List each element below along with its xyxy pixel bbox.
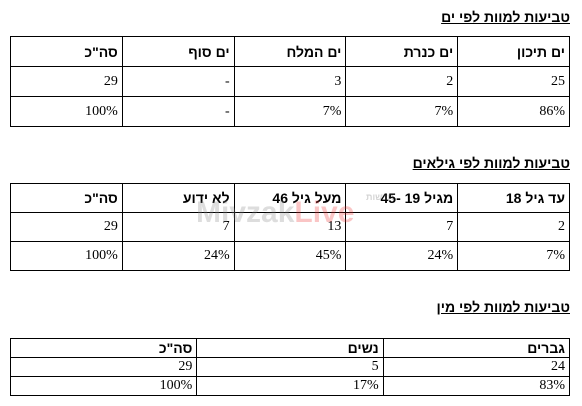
header-row: גברים נשים סה"כ	[9, 338, 571, 358]
header-cell: נשים	[196, 338, 384, 358]
cell: 25	[457, 66, 570, 97]
data-row: 86% 7% 7% -100%	[10, 96, 570, 127]
cell: 3	[233, 66, 347, 97]
table-title: טביעות למוות לפי ים	[441, 9, 570, 25]
header-cell: עד גיל 18	[457, 183, 570, 213]
cell: 7%	[345, 96, 459, 127]
cell: 7%	[457, 241, 570, 271]
cell: 29	[9, 357, 198, 377]
header-cell: סה"כ	[10, 183, 123, 213]
data-row: 2 7 13 7 29	[10, 212, 570, 242]
header-cell: מעל גיל 46	[233, 183, 347, 213]
cell: -	[121, 96, 235, 127]
header-cell: גברים	[382, 338, 571, 358]
data-table: ים תיכון ים כנרת ים המלח ים סוף סה"כ 25 2 3-29 8…	[10, 36, 570, 127]
cell: 100%	[10, 241, 123, 271]
data-row: 25 2 3-29	[10, 66, 570, 97]
cell: 2	[457, 212, 570, 242]
cell: 7	[345, 212, 459, 242]
data-table: עד גיל 18 מגיל 19 -45 מעל גיל 46 לא ידוע סה"…	[10, 183, 570, 271]
cell: 29	[10, 66, 123, 97]
cell: 86%	[457, 96, 570, 127]
cell: 7	[121, 212, 235, 242]
table-title: טביעות למוות לפי גילאים	[412, 155, 570, 171]
cell: 24	[382, 357, 571, 377]
data-row: 7% 24% 45% 24% 100%	[10, 241, 570, 271]
cell: -	[121, 66, 235, 97]
cell: 7%	[233, 96, 347, 127]
header-cell: ים תיכון	[457, 36, 570, 67]
cell: 2	[345, 66, 459, 97]
cell: 45%	[233, 241, 347, 271]
header-cell: מגיל 19 -45	[345, 183, 459, 213]
cell: 24%	[121, 241, 235, 271]
cell: 24%	[345, 241, 459, 271]
cell: 13	[233, 212, 347, 242]
cell: 83%	[382, 376, 571, 396]
cell: 100%	[10, 96, 123, 127]
cell: 29	[10, 212, 123, 242]
table-title: טביעות למוות לפי מין	[436, 299, 571, 315]
header-cell: ים סוף	[121, 36, 235, 67]
data-row: 83% 17% 100%	[9, 376, 571, 396]
data-table: גברים נשים סה"כ 24 5 29 83% 17% 100%	[9, 338, 571, 396]
header-row: עד גיל 18 מגיל 19 -45 מעל גיל 46 לא ידוע סה"…	[10, 183, 570, 213]
header-cell: לא ידוע	[121, 183, 235, 213]
cell: 17%	[196, 376, 384, 396]
data-row: 24 5 29	[9, 357, 571, 377]
cell: 5	[196, 357, 384, 377]
header-cell: ים כנרת	[345, 36, 459, 67]
header-cell: סה"כ	[10, 36, 123, 67]
cell: 100%	[9, 376, 198, 396]
header-cell: ים המלח	[233, 36, 347, 67]
header-row: ים תיכון ים כנרת ים המלח ים סוף סה"כ	[10, 36, 570, 67]
header-cell: סה"כ	[9, 338, 198, 358]
